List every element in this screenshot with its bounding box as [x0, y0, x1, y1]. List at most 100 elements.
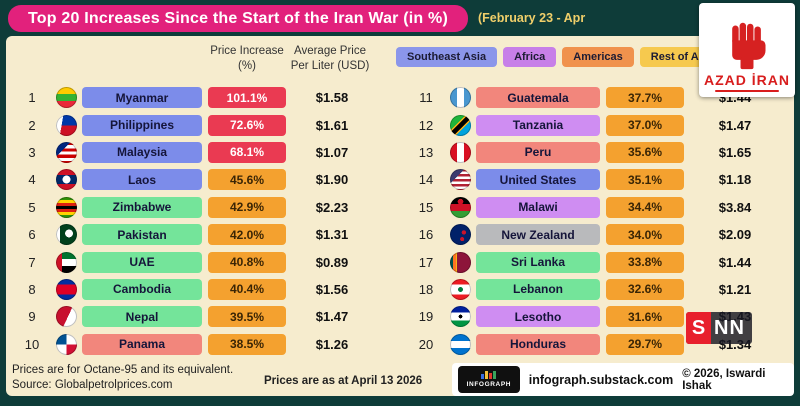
raised-fist-icon	[732, 22, 766, 70]
column-header-increase-line2: (%)	[238, 60, 256, 72]
table-row: 10 Panama 38.5% $1.26	[14, 331, 370, 358]
pct-increase-box: 101.1%	[208, 87, 286, 109]
country-flag-icon	[449, 87, 471, 109]
country-flag-icon	[449, 251, 471, 273]
legend: Southeast Asia Africa Americas Rest of A…	[396, 47, 725, 67]
date-range: (February 23 - Apr	[477, 11, 586, 25]
flag-cell	[50, 333, 82, 355]
country-flag-icon	[55, 224, 77, 246]
snn-watermark: S NN	[686, 312, 752, 344]
avg-price: $1.07	[315, 144, 349, 160]
avg-price: $1.90	[315, 172, 349, 188]
avg-price: $1.65	[718, 144, 752, 160]
footer-credit-bar: INFOGRAPH infograph.substack.com © 2026,…	[452, 363, 794, 396]
pct-increase-box: 33.8%	[606, 251, 684, 273]
azad-underline	[715, 90, 779, 92]
pct-increase-box: 42.9%	[208, 196, 286, 218]
table-row: 14 United States 35.1% $1.18	[408, 166, 778, 193]
flag-cell	[444, 306, 476, 328]
country-name-box: Laos	[82, 169, 202, 191]
column-header-increase-line1: Price Increase	[210, 45, 284, 57]
country-flag-icon	[55, 278, 77, 300]
flag-cell	[50, 306, 82, 328]
flag-cell	[50, 87, 82, 109]
pct-increase-box: 40.4%	[208, 278, 286, 300]
bar-chart-icon	[481, 371, 497, 379]
country-name-box: Malaysia	[82, 141, 202, 163]
avg-price: $0.89	[315, 254, 349, 270]
country-name-box: Zimbabwe	[82, 196, 202, 218]
country-flag-icon	[449, 278, 471, 300]
flag-cell	[50, 169, 82, 191]
infograph-logo: INFOGRAPH	[458, 366, 520, 393]
page-title: Top 20 Increases Since the Start of the …	[8, 4, 468, 32]
table-row: 20 Honduras 29.7% $1.34	[408, 331, 778, 358]
avg-price: $1.47	[718, 117, 752, 133]
table-row: 8 Cambodia 40.4% $1.56	[14, 276, 370, 303]
table-row: 3 Malaysia 68.1% $1.07	[14, 139, 370, 166]
country-name-box: Guatemala	[476, 87, 600, 109]
table-row: 12 Tanzania 37.0% $1.47	[408, 111, 778, 138]
azad-iran-logo: AZAD İRAN	[699, 3, 795, 97]
flag-cell	[50, 141, 82, 163]
pct-increase-box: 40.8%	[208, 251, 286, 273]
legend-pill: Southeast Asia	[396, 47, 498, 67]
flag-cell	[50, 278, 82, 300]
row-rank: 5	[28, 199, 36, 215]
legend-pill: Africa	[503, 47, 557, 67]
country-name-box: Panama	[82, 333, 202, 355]
table-row: 11 Guatemala 37.7% $1.44	[408, 84, 778, 111]
table-row: 19 Lesotho 31.6% $1.43	[408, 303, 778, 330]
row-rank: 3	[28, 144, 36, 160]
table-row: 16 New Zealand 34.0% $2.09	[408, 221, 778, 248]
table-row: 6 Pakistan 42.0% $1.31	[14, 221, 370, 248]
row-rank: 15	[418, 199, 434, 215]
country-flag-icon	[449, 333, 471, 355]
country-name-box: Peru	[476, 141, 600, 163]
row-rank: 13	[418, 144, 434, 160]
country-flag-icon	[449, 169, 471, 191]
country-name-box: Lesotho	[476, 306, 600, 328]
pct-increase-box: 37.7%	[606, 87, 684, 109]
footer-note-source: Source: Globalpetrolprices.com	[12, 379, 173, 391]
column-header-price-line2: Per Liter (USD)	[290, 60, 370, 72]
flag-cell	[50, 251, 82, 273]
country-flag-icon	[55, 306, 77, 328]
table-row: 13 Peru 35.6% $1.65	[408, 139, 778, 166]
country-flag-icon	[55, 333, 77, 355]
header: Top 20 Increases Since the Start of the …	[8, 4, 690, 32]
row-rank: 2	[28, 117, 36, 133]
country-flag-icon	[55, 141, 77, 163]
country-flag-icon	[449, 114, 471, 136]
avg-price: $2.09	[718, 227, 752, 243]
flag-cell	[50, 114, 82, 136]
country-name-box: UAE	[82, 251, 202, 273]
column-header-price: Average Price Per Liter (USD)	[275, 44, 385, 74]
avg-price: $2.23	[315, 199, 349, 215]
country-flag-icon	[55, 169, 77, 191]
country-name-box: Lebanon	[476, 278, 600, 300]
row-rank: 9	[28, 309, 36, 325]
flag-cell	[444, 333, 476, 355]
table-row: 7 UAE 40.8% $0.89	[14, 248, 370, 275]
row-rank: 12	[418, 117, 434, 133]
table-row: 17 Sri Lanka 33.8% $1.44	[408, 248, 778, 275]
pct-increase-box: 35.1%	[606, 169, 684, 191]
row-rank: 20	[418, 336, 434, 352]
row-rank: 18	[418, 281, 434, 297]
pct-increase-box: 34.0%	[606, 224, 684, 246]
flag-cell	[50, 224, 82, 246]
avg-price: $1.18	[718, 172, 752, 188]
infograph-label: INFOGRAPH	[466, 381, 512, 388]
table-row: 9 Nepal 39.5% $1.47	[14, 303, 370, 330]
flag-cell	[444, 87, 476, 109]
country-name-box: Malawi	[476, 196, 600, 218]
table-row: 18 Lebanon 32.6% $1.21	[408, 276, 778, 303]
pct-increase-box: 32.6%	[606, 278, 684, 300]
table-row: 5 Zimbabwe 42.9% $2.23	[14, 194, 370, 221]
avg-price: $1.58	[315, 90, 349, 106]
pct-increase-box: 37.0%	[606, 114, 684, 136]
country-flag-icon	[55, 251, 77, 273]
row-rank: 17	[418, 254, 434, 270]
pct-increase-box: 72.6%	[208, 114, 286, 136]
